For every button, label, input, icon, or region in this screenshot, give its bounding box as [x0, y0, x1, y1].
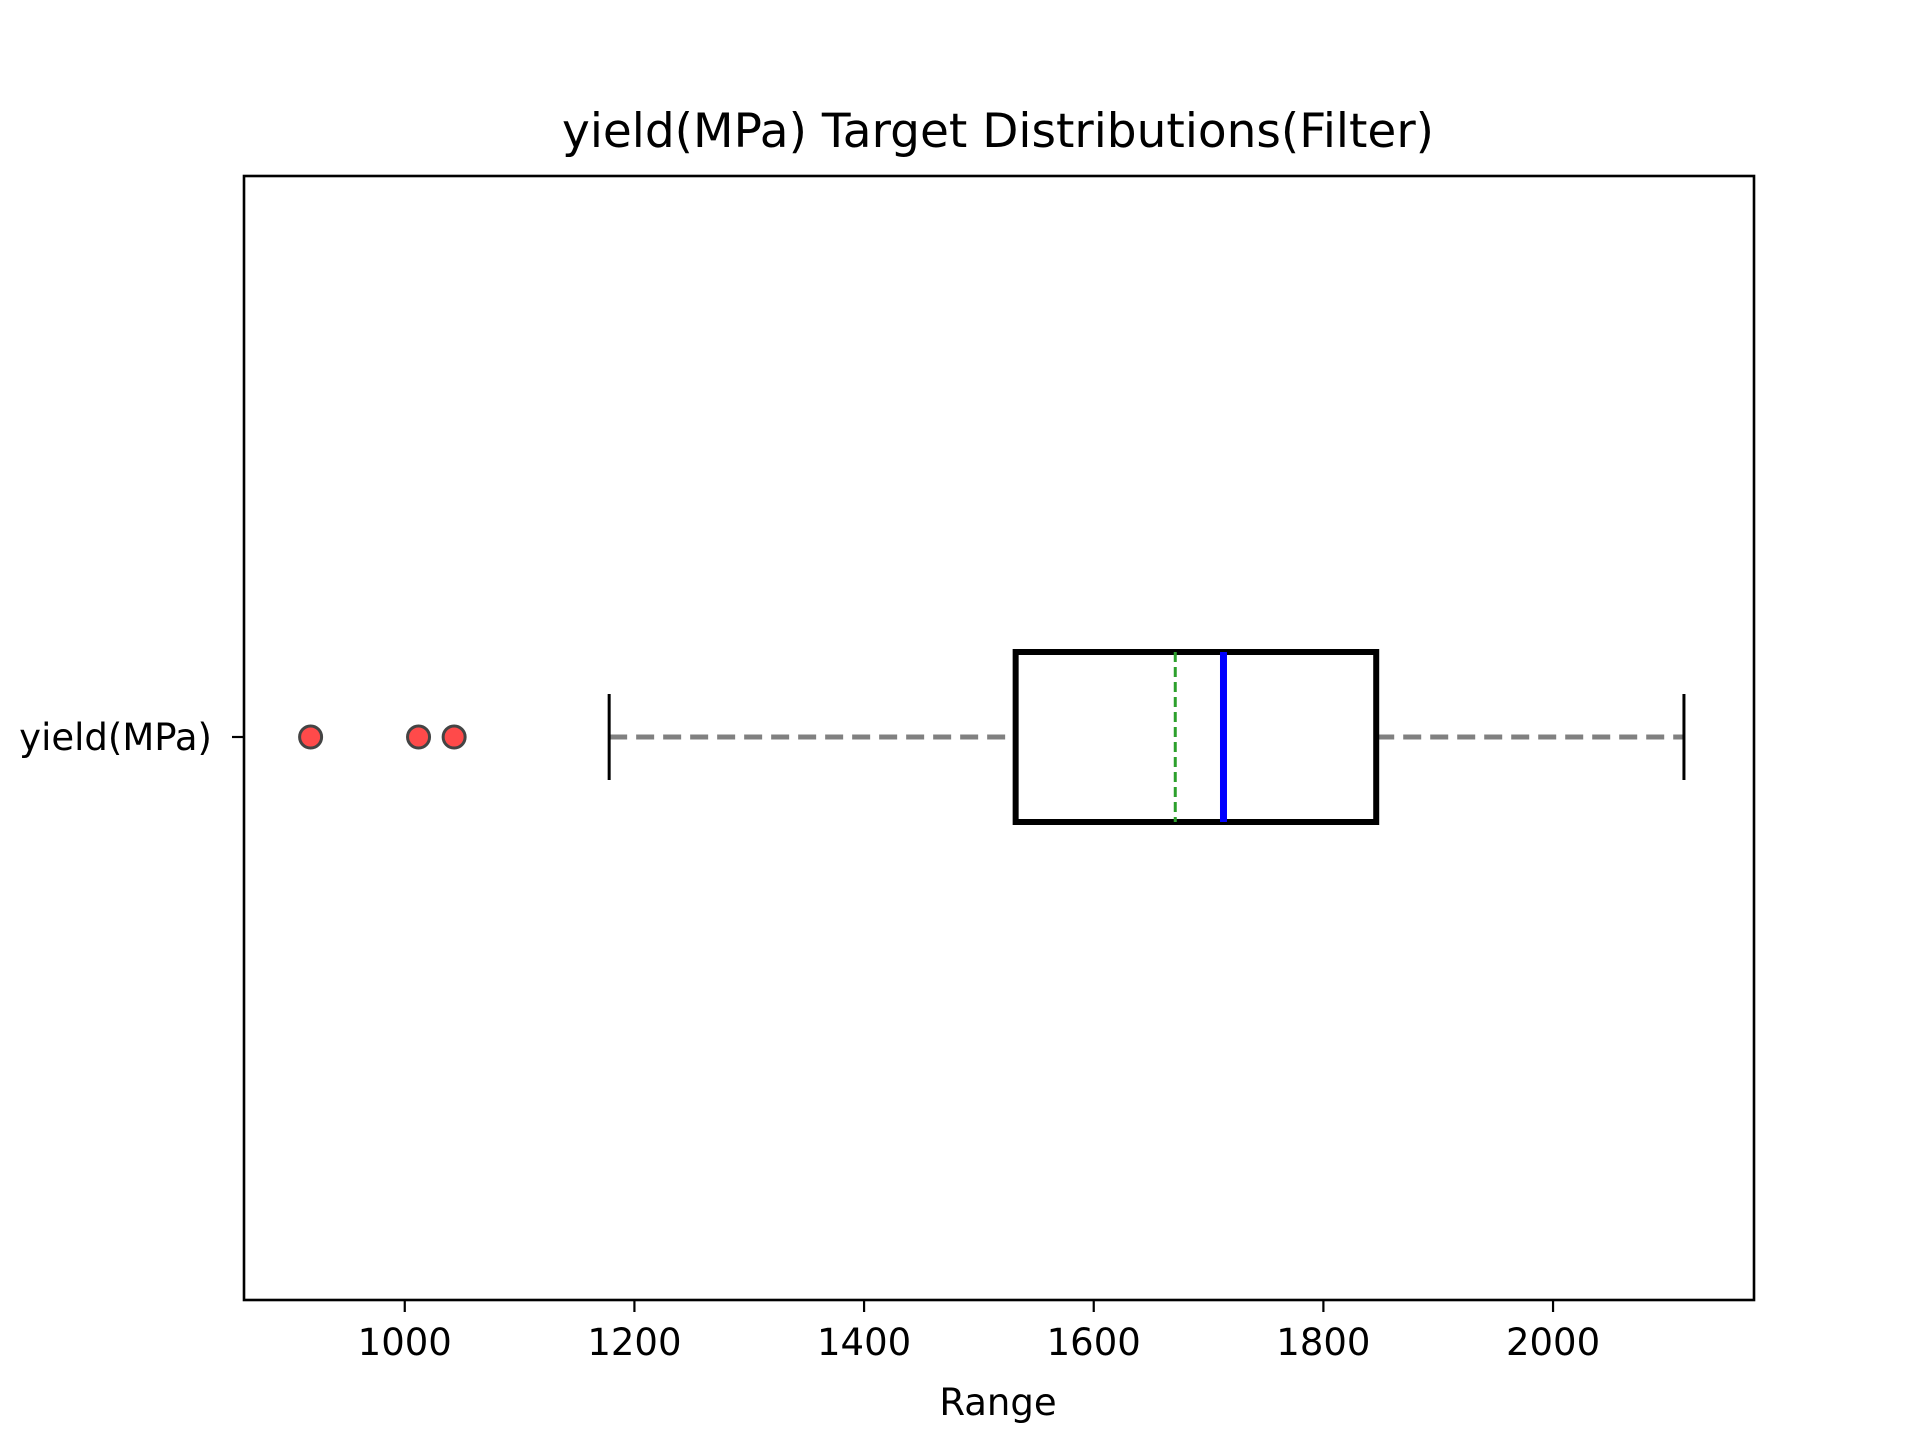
x-tick-label: 1800	[1276, 1321, 1370, 1364]
x-tick-label: 1400	[817, 1321, 911, 1364]
x-tick-label: 1200	[587, 1321, 681, 1364]
box-marks	[298, 649, 1686, 825]
outlier-point	[406, 724, 432, 750]
x-tick-label: 1600	[1047, 1321, 1141, 1364]
x-axis-label: Range	[939, 1381, 1056, 1424]
x-axis-ticks: 1000 1200 1400 1600 1800 2000	[358, 1300, 1600, 1364]
interquartile-box	[1012, 649, 1380, 825]
x-tick-label: 1000	[358, 1321, 452, 1364]
outlier-point	[298, 724, 324, 750]
y-axis-ticks: yield(MPa)	[19, 716, 244, 759]
outlier-point	[441, 724, 467, 750]
y-tick-label: yield(MPa)	[19, 716, 212, 759]
chart-title: yield(MPa) Target Distributions(Filter)	[562, 104, 1434, 159]
x-tick-label: 2000	[1506, 1321, 1600, 1364]
